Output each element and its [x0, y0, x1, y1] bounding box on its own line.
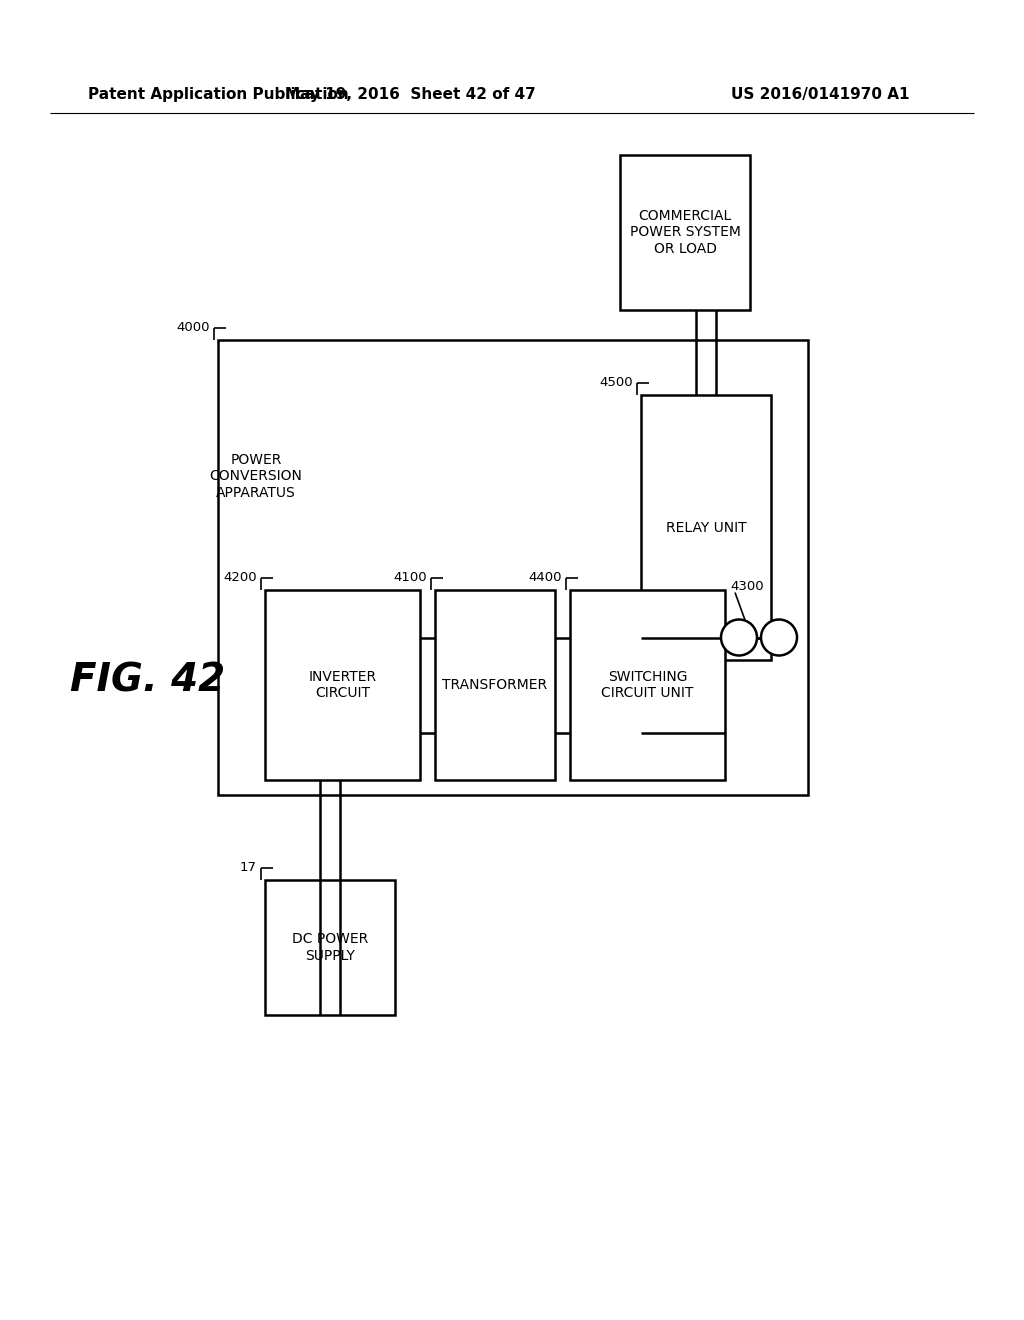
Text: Patent Application Publication: Patent Application Publication — [88, 87, 349, 103]
Circle shape — [721, 619, 757, 656]
Bar — [265, 590, 420, 780]
Bar — [435, 590, 555, 780]
Text: 17: 17 — [240, 861, 257, 874]
Bar — [265, 880, 395, 1015]
Text: SWITCHING
CIRCUIT UNIT: SWITCHING CIRCUIT UNIT — [601, 671, 693, 700]
Bar — [570, 590, 725, 780]
Text: 4500: 4500 — [599, 376, 633, 389]
Bar — [641, 395, 771, 660]
Text: US 2016/0141970 A1: US 2016/0141970 A1 — [731, 87, 909, 103]
Circle shape — [761, 619, 797, 656]
Text: TRANSFORMER: TRANSFORMER — [442, 678, 548, 692]
Text: May 19, 2016  Sheet 42 of 47: May 19, 2016 Sheet 42 of 47 — [285, 87, 536, 103]
Bar — [620, 154, 750, 310]
Text: FIG. 42: FIG. 42 — [71, 661, 225, 700]
Text: COMMERCIAL
POWER SYSTEM
OR LOAD: COMMERCIAL POWER SYSTEM OR LOAD — [630, 210, 740, 256]
Text: 4200: 4200 — [223, 572, 257, 583]
Text: INVERTER
CIRCUIT: INVERTER CIRCUIT — [308, 671, 377, 700]
Text: DC POWER
SUPPLY: DC POWER SUPPLY — [292, 932, 368, 962]
Text: 4000: 4000 — [176, 321, 210, 334]
Text: 4300: 4300 — [730, 579, 764, 593]
Text: POWER
CONVERSION
APPARATUS: POWER CONVERSION APPARATUS — [210, 453, 302, 500]
Text: RELAY UNIT: RELAY UNIT — [666, 520, 746, 535]
Text: 4400: 4400 — [528, 572, 562, 583]
Bar — [218, 341, 808, 795]
Text: 4100: 4100 — [393, 572, 427, 583]
